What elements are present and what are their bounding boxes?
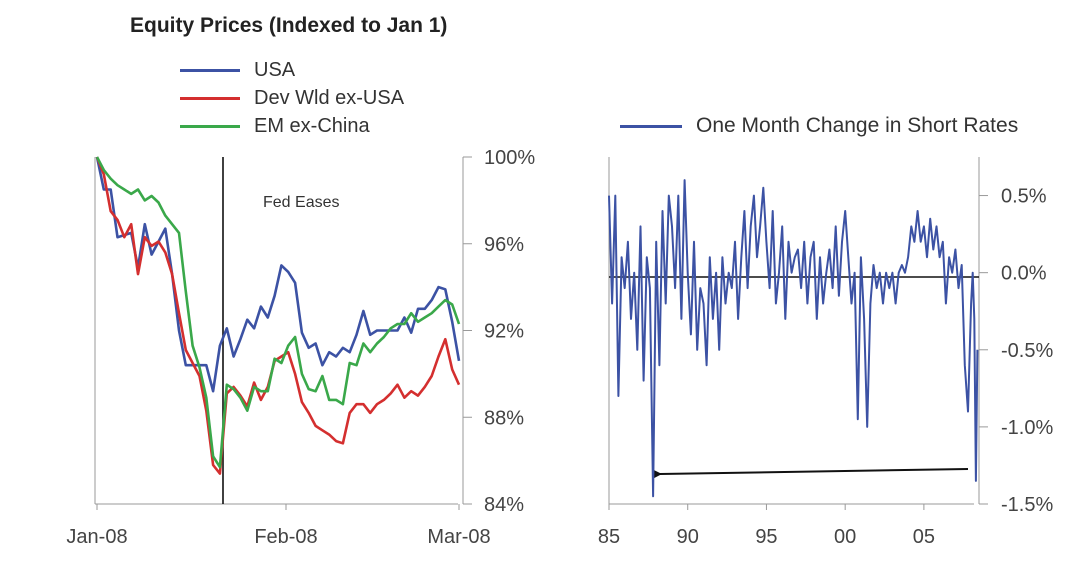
chart-title: Equity Prices (Indexed to Jan 1) [130,14,448,37]
series-line-dev-wld-ex-usa [95,156,461,475]
left-y-tick-label: 84% [484,494,524,516]
right-y-tick-label: -1.5% [1001,494,1053,516]
right-x-tick-label: 05 [913,526,935,548]
left-x-tick-label: Feb-08 [254,526,317,548]
series-line-short-rates [608,179,979,498]
left-y-ticks: 100% 96% 92% 88% 84% [463,147,535,516]
left-y-tick-label: 92% [484,321,524,343]
right-x-labels: 85 90 95 00 05 [598,504,935,548]
legend-item-usa: USA [180,56,404,84]
right-y-tick-label: -0.5% [1001,340,1053,362]
left-y-tick-label: 100% [484,147,535,169]
legend-right: One Month Change in Short Rates [620,112,1018,140]
right-x-tick-label: 90 [677,526,699,548]
series-line-usa [95,156,461,393]
legend-item-em: EM ex-China [180,112,404,140]
right-x-tick-label: 85 [598,526,620,548]
legend-item-dev-wld: Dev Wld ex-USA [180,84,404,112]
left-series-group [95,156,461,475]
legend-swatch-short-rates [620,124,682,128]
legend-swatch-dev-wld [180,96,240,100]
left-y-tick-label: 88% [484,407,524,429]
right-x-tick-label: 95 [755,526,777,548]
legend-label-em: EM ex-China [254,114,370,137]
right-y-ticks: 0.5% 0.0% -0.5% -1.0% -1.5% [979,186,1053,516]
legend-label-dev-wld: Dev Wld ex-USA [254,86,405,109]
right-series-group [608,179,979,498]
right-x-tick-label: 00 [834,526,856,548]
legend-swatch-em [180,124,240,128]
lookback-arrow [651,468,969,480]
right-y-tick-label: -1.0% [1001,417,1053,439]
fed-eases-annotation: Fed Eases [263,194,339,211]
left-x-tick-label: Mar-08 [427,526,490,548]
series-line-em-ex-china [95,156,461,469]
right-y-tick-label: 0.0% [1001,263,1047,285]
legend-swatch-usa [180,68,240,72]
left-y-tick-label: 96% [484,234,524,256]
left-x-tick-label: Jan-08 [66,526,127,548]
left-x-labels: Jan-08 Feb-08 Mar-08 [66,504,491,548]
legend-left: USA Dev Wld ex-USA EM ex-China [180,56,404,140]
legend-label-usa: USA [254,58,296,81]
legend-label-short-rates: One Month Change in Short Rates [696,114,1019,137]
right-y-tick-label: 0.5% [1001,186,1047,208]
